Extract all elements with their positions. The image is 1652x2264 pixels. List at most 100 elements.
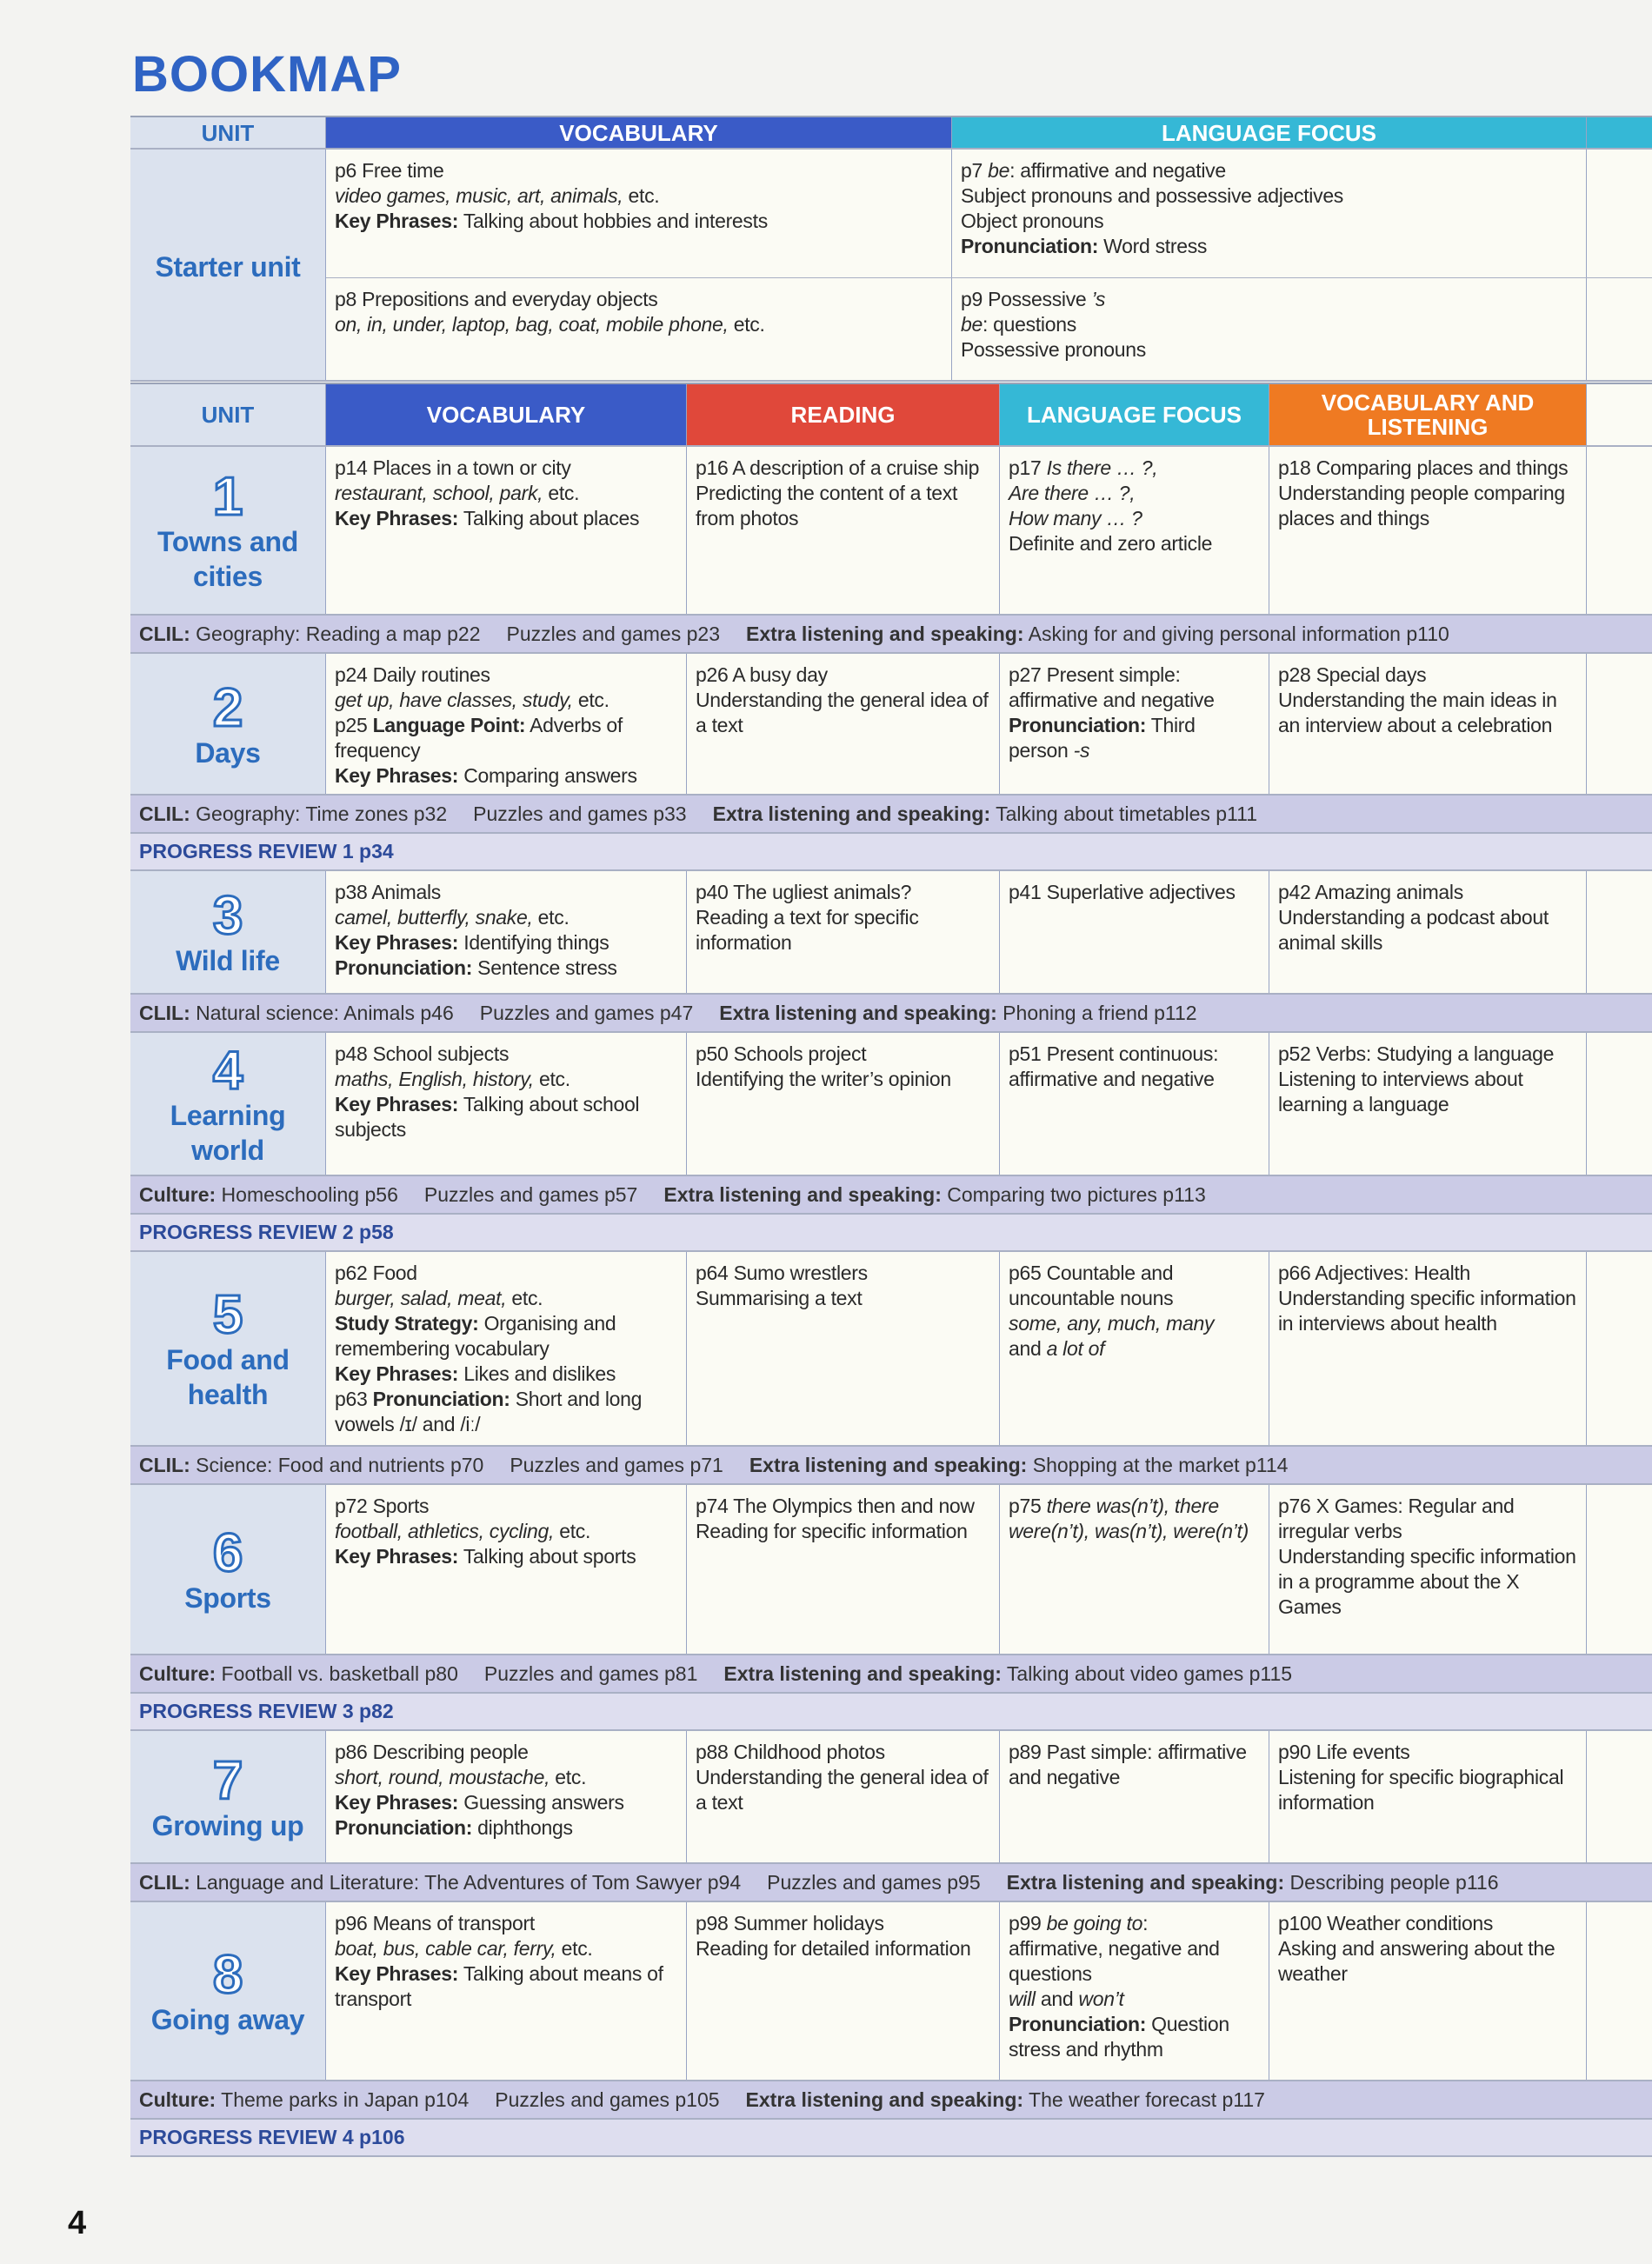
text-line: p98 Summer holidays — [696, 1911, 990, 1936]
strip-label: Culture: — [139, 1661, 216, 1685]
vocab-listening-cell: p100 Weather conditions Asking and answer… — [1269, 1902, 1587, 2080]
vocab-listening-cell: p76 X Games: Regular and irregular verbs… — [1269, 1485, 1587, 1654]
extra-strip: CLIL: Science: Food and nutrients p70 Puz… — [130, 1447, 1652, 1485]
text-run: Sentence stress — [472, 956, 617, 979]
strip-text: Asking for and giving personal informati… — [1023, 622, 1449, 645]
strip-item: Puzzles and games p47 — [480, 1002, 694, 1025]
unit-cell: 8 Going away — [130, 1902, 326, 2080]
text-line: p40 The ugliest animals? — [696, 880, 990, 905]
bold-run: Pronunciation: — [961, 235, 1099, 257]
text-line: p62 Food — [335, 1261, 677, 1286]
reading-cell: p98 Summer holidays Reading for detailed … — [687, 1902, 1000, 2080]
text-line: Key Phrases: Likes and dislikes — [335, 1362, 677, 1387]
text-line: p75 there was(n’t), there were(n’t), was… — [1009, 1494, 1260, 1544]
text-line: Pronunciation: Word stress — [961, 234, 1577, 259]
text-line: maths, English, history, etc. — [335, 1067, 677, 1092]
text-line: Possessive pronouns — [961, 337, 1577, 363]
strip-item: Extra listening and speaking: Describing… — [1007, 1871, 1499, 1894]
unit-name: Wild life — [176, 945, 280, 976]
text-line: p25 Language Point: Adverbs of frequency — [335, 713, 677, 763]
text-run: etc. — [506, 1287, 543, 1309]
margin-cell — [1587, 1902, 1652, 2080]
margin-cell — [1587, 1731, 1652, 1862]
strip-item: Culture: Homeschooling p56 — [139, 1183, 398, 1207]
text-line: p64 Sumo wrestlers — [696, 1261, 990, 1286]
text-line: p52 Verbs: Studying a language — [1278, 1042, 1577, 1067]
text-run: p96 Means of transport — [335, 1912, 535, 1934]
bold-run: Language Point: — [372, 714, 526, 736]
strip-label: CLIL: — [139, 1001, 190, 1024]
text-run: Listening to interviews about learning a… — [1278, 1068, 1523, 1115]
header-vocabulary: VOCABULARY — [326, 117, 952, 148]
strip-text: Puzzles and games p105 — [495, 2088, 720, 2111]
unit-row: 5 Food and health p62 Food burger, salad, m… — [130, 1252, 1652, 1447]
text-line: p86 Describing people — [335, 1740, 677, 1765]
italic-run: football, athletics, cycling, — [335, 1520, 555, 1542]
margin-cell — [1587, 150, 1652, 277]
extra-strip: Culture: Homeschooling p56 Puzzles and ga… — [130, 1176, 1652, 1215]
progress-review: PROGRESS REVIEW 4 p106 — [130, 2120, 1652, 2157]
starter-unit-table: UNIT VOCABULARY LANGUAGE FOCUS Starter u… — [130, 116, 1652, 382]
unit-name: Days — [195, 736, 261, 769]
text-line: Understanding specific information in in… — [1278, 1286, 1577, 1336]
strip-text: Geography: Reading a map p22 — [190, 622, 481, 645]
unit-row: 6 Sports p72 Sports football, athletics, cy… — [130, 1485, 1652, 1655]
language-focus-cell: p27 Present simple: affirmative and nega… — [1000, 654, 1269, 794]
unit-cell: 3 Wild life — [130, 871, 326, 993]
language-focus-cell: p7 be: affirmative and negative Subject p… — [952, 150, 1587, 277]
language-focus-cell: p65 Countable and uncountable nouns some,… — [1000, 1252, 1269, 1445]
bold-run: Key Phrases: — [335, 931, 459, 954]
text-line: p66 Adjectives: Health — [1278, 1261, 1577, 1286]
text-line: Key Phrases: Identifying things — [335, 930, 677, 956]
text-line: camel, butterfly, snake, etc. — [335, 905, 677, 930]
text-run: p50 Schools project — [696, 1042, 867, 1065]
page-title: BOOKMAP — [132, 46, 402, 103]
strip-text: Natural science: Animals p46 — [190, 1001, 454, 1024]
italic-run: be — [961, 313, 983, 336]
text-run: Question stress and rhythm — [1009, 2013, 1229, 2061]
language-focus-cell: p99 be going to: affirmative, negative an… — [1000, 1902, 1269, 2080]
text-run: p89 Past simple: affirmative and negativ… — [1009, 1741, 1247, 1788]
unit-row: 3 Wild life p38 Animals camel, butterfly, s… — [130, 871, 1652, 995]
italic-run: camel, butterfly, snake, — [335, 906, 533, 929]
text-line: Listening to interviews about learning a… — [1278, 1067, 1577, 1117]
margin-cell — [1587, 654, 1652, 794]
text-run: p99 — [1009, 1912, 1047, 1934]
text-run: Predicting the content of a text from ph… — [696, 482, 958, 529]
text-run: affirmative, negative and questions — [1009, 1937, 1220, 1985]
text-run: p52 Verbs: Studying a language — [1278, 1042, 1555, 1065]
text-run: p76 X Games: Regular and irregular verbs — [1278, 1495, 1515, 1542]
text-line: Reading for specific information — [696, 1519, 990, 1544]
text-run: etc. — [550, 1766, 587, 1788]
text-run: p7 — [961, 159, 989, 182]
text-line: Key Phrases: Comparing answers — [335, 763, 677, 789]
italic-run: maths, English, history, — [335, 1068, 534, 1090]
starter-row: p8 Prepositions and everyday objects on, … — [326, 278, 1652, 380]
text-line: p7 be: affirmative and negative — [961, 158, 1577, 183]
unit-number: 5 — [211, 1285, 244, 1345]
unit-row: 1 Towns and cities p14 Places in a town or… — [130, 447, 1652, 616]
strip-text: Describing people p116 — [1284, 1870, 1499, 1894]
margin-cell — [1587, 1485, 1652, 1654]
text-line: some, any, much, many — [1009, 1311, 1260, 1336]
text-run: etc. — [554, 1520, 591, 1542]
text-run: Understanding people comparing places an… — [1278, 482, 1565, 529]
text-line: and a lot of — [1009, 1336, 1260, 1362]
strip-item: CLIL: Science: Food and nutrients p70 — [139, 1454, 483, 1477]
unit-number: 8 — [211, 1945, 244, 2005]
text-run: Listening for specific biographical info… — [1278, 1766, 1564, 1814]
unit-name: Food and health — [166, 1344, 290, 1410]
extra-strip: CLIL: Language and Literature: The Adven… — [130, 1864, 1652, 1902]
text-run: p40 The ugliest animals? — [696, 881, 912, 903]
page-number: 4 — [68, 2205, 87, 2241]
reading-cell: p50 Schools project Identifying the write… — [687, 1033, 1000, 1175]
text-line: restaurant, school, park, etc. — [335, 481, 677, 506]
text-run: p65 Countable and uncountable nouns — [1009, 1262, 1174, 1309]
bold-run: Study Strategy: — [335, 1312, 479, 1335]
text-line: Pronunciation: diphthongs — [335, 1815, 677, 1841]
text-run: etc. — [572, 689, 610, 711]
text-line: p18 Comparing places and things — [1278, 456, 1577, 481]
strip-item: Extra listening and speaking: The weathe… — [746, 2088, 1265, 2112]
text-line: be: questions — [961, 312, 1577, 337]
margin-cell — [1587, 1252, 1652, 1445]
